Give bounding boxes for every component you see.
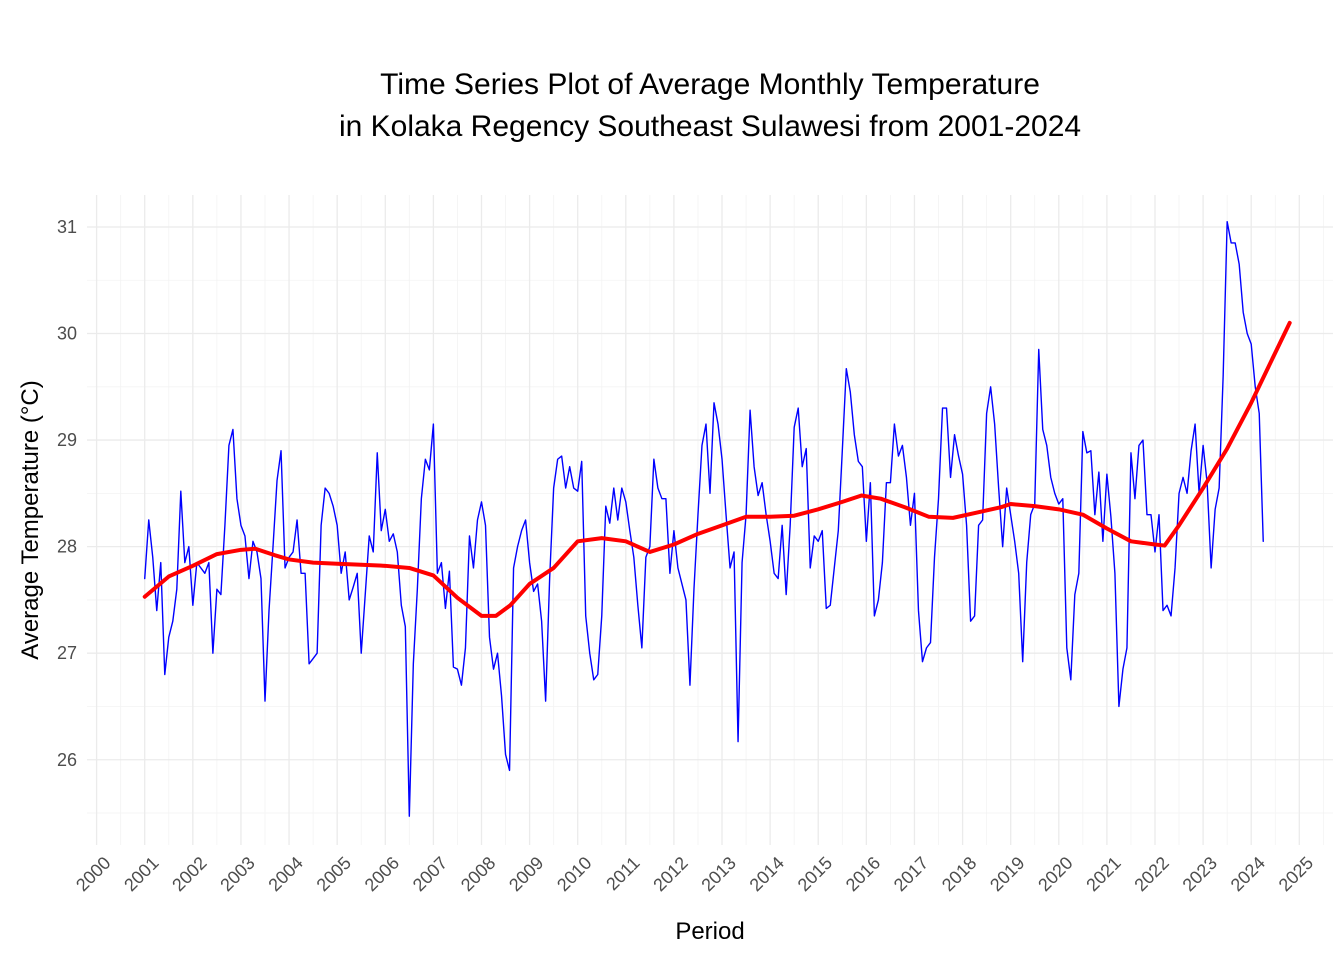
x-tick-label: 2013 [697, 853, 739, 895]
x-tick-label: 2003 [216, 853, 258, 895]
x-tick-label: 2001 [120, 853, 162, 895]
x-tick-label: 2008 [457, 853, 499, 895]
x-tick-label: 2018 [938, 853, 980, 895]
x-tick-label: 2015 [794, 853, 836, 895]
y-axis-tick-labels: 26 27 28 29 30 31 [57, 217, 77, 770]
x-tick-label: 2006 [361, 853, 403, 895]
x-tick-label: 2014 [746, 853, 788, 895]
monthly-temperature-line [144, 220, 1264, 817]
x-tick-label: 2024 [1227, 853, 1269, 895]
x-tick-label: 2010 [553, 853, 595, 895]
smoothed-trend-line [142, 320, 1292, 618]
x-tick-label: 2019 [986, 853, 1028, 895]
series [142, 220, 1292, 817]
y-tick-label: 26 [57, 750, 77, 770]
x-tick-label: 2000 [72, 853, 114, 895]
y-tick-label: 31 [57, 217, 77, 237]
x-axis-tick-labels: 2000 2001 2002 2003 2004 2005 2006 2007 2008 2009… [72, 853, 1317, 895]
x-tick-label: 2007 [409, 853, 451, 895]
y-axis-title: Average Temperature (°C) [17, 380, 44, 660]
grid [87, 195, 1333, 845]
x-tick-label: 2004 [264, 853, 306, 895]
chart-title-line-1: Time Series Plot of Average Monthly Temp… [380, 68, 1040, 101]
x-tick-label: 2002 [168, 853, 210, 895]
x-tick-label: 2020 [1034, 853, 1076, 895]
chart-title: Time Series Plot of Average Monthly Temp… [339, 68, 1081, 143]
x-tick-label: 2025 [1275, 853, 1317, 895]
y-tick-label: 27 [57, 643, 77, 663]
x-tick-label: 2009 [505, 853, 547, 895]
y-tick-label: 29 [57, 430, 77, 450]
chart-title-line-2: in Kolaka Regency Southeast Sulawesi fro… [339, 110, 1081, 143]
x-tick-label: 2012 [649, 853, 691, 895]
x-axis-title: Period [675, 918, 744, 945]
x-tick-label: 2023 [1179, 853, 1221, 895]
y-tick-label: 28 [57, 537, 77, 557]
x-tick-label: 2005 [313, 853, 355, 895]
x-tick-label: 2011 [602, 853, 644, 895]
x-tick-label: 2022 [1130, 853, 1172, 895]
x-tick-label: 2017 [890, 853, 932, 895]
x-tick-label: 2021 [1082, 853, 1124, 895]
x-tick-label: 2016 [842, 853, 884, 895]
y-tick-label: 30 [57, 324, 77, 344]
